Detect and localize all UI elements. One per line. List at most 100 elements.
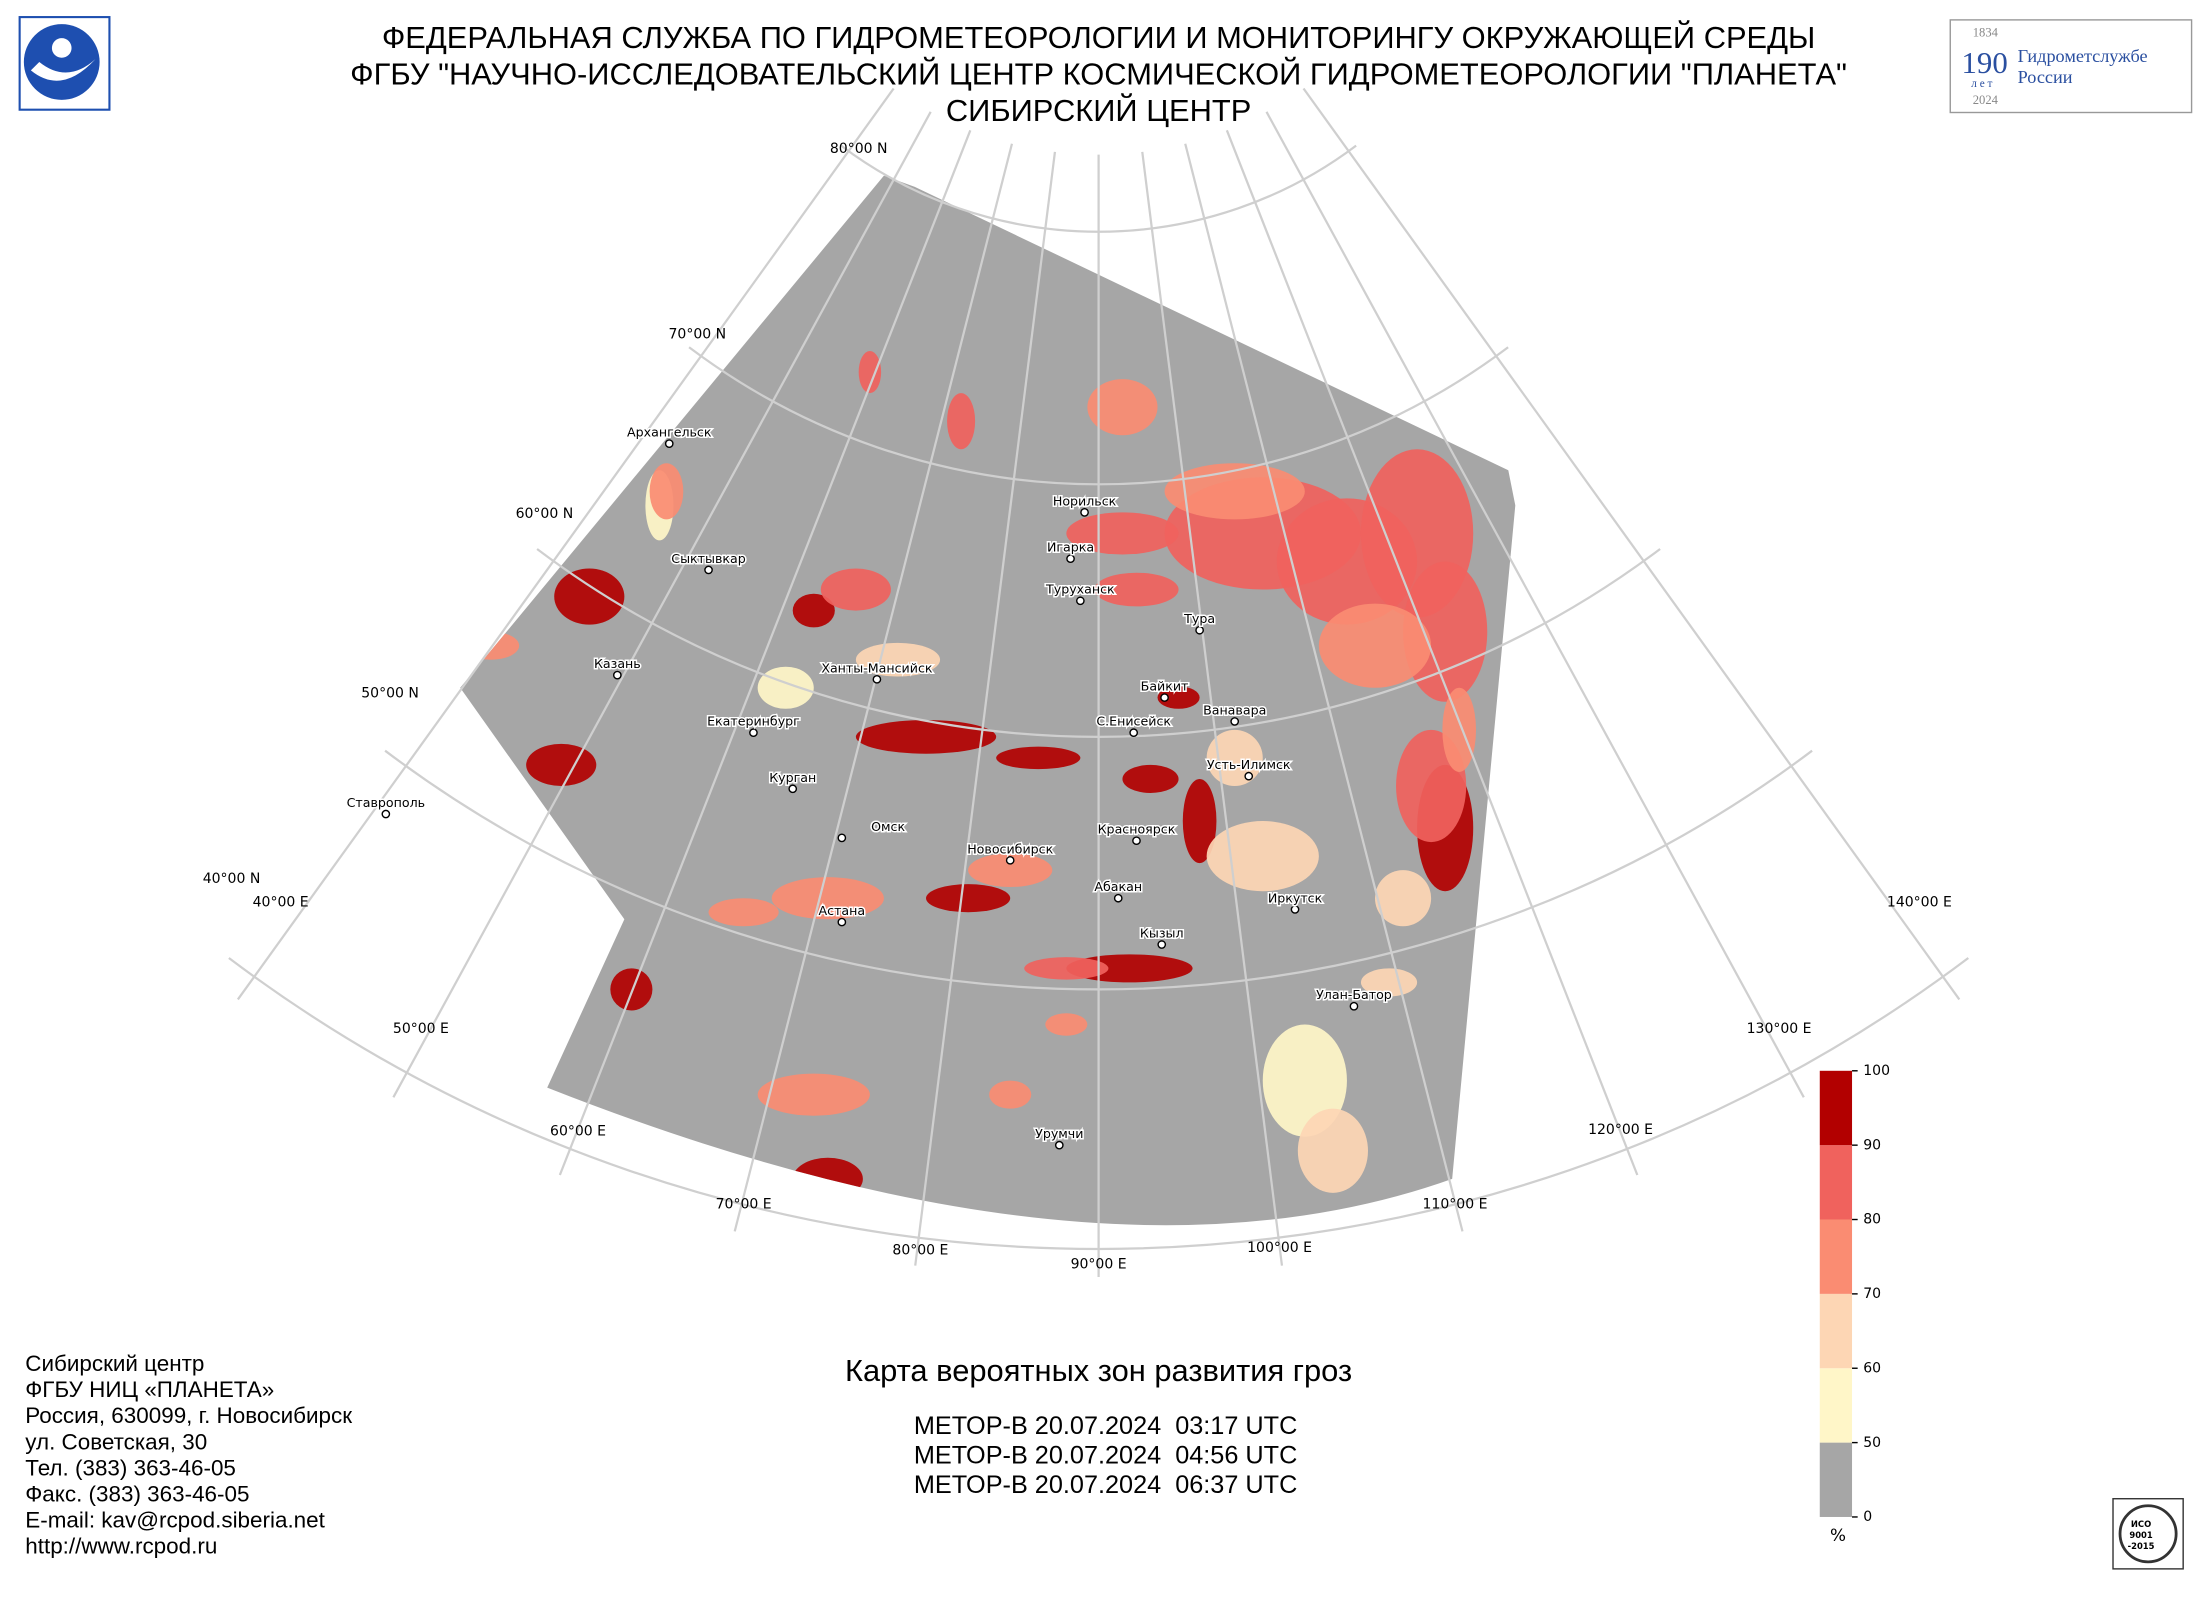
storm-zone [1206,821,1319,892]
contact-line: ФГБУ НИЦ «ПЛАНЕТА» [25,1377,274,1402]
storm-zone [996,746,1081,770]
storm-zone [1442,687,1477,772]
longitude-label: 130°00 E [1747,1021,1812,1037]
storm-zone [968,853,1053,887]
contact-line: Россия, 630099, г. Новосибирск [25,1403,352,1428]
city-label: Сыктывкар [671,551,745,566]
city-label: Казань [594,656,641,671]
city-label: Курган [769,770,816,785]
city-label: Урумчи [1035,1126,1083,1141]
city-marker [381,809,391,819]
logo-dot [51,38,72,58]
city-marker [1160,693,1169,702]
storm-zone [1360,968,1418,997]
storm-zone [649,463,684,520]
storm-zone [1122,764,1179,793]
satellite-pass: МЕТОР-В 20.07.2024 03:17 UTC [914,1412,1297,1440]
longitude-label: 140°00 E [1887,895,1952,911]
storm-zone [792,1157,863,1200]
logo-year: 1834 [1973,26,1999,40]
city-label: Архангельск [627,425,712,440]
contact-line: http://www.rcpod.ru [25,1534,217,1559]
storm-zone [526,743,597,786]
city-label: Ханты-Мансийск [821,660,933,675]
map-labels: 80°00 N 70°00 N 60°00 N 50°00 N 40°00 N 40°00… [203,141,1952,1272]
agency-logo [18,16,111,111]
meridian [236,87,895,1001]
storm-zone [855,642,941,677]
city-label: Норильск [1053,493,1117,508]
city-label: Омск [871,819,905,834]
stamp-ring [2118,1504,2178,1564]
storm-zone [463,631,520,660]
longitude-label: 100°00 E [1247,1240,1312,1256]
colorbar-segment [1819,1442,1853,1517]
logo-globe [23,24,100,100]
storm-zone [858,351,882,394]
storm-zone [1087,379,1158,436]
storm-zone [757,666,814,709]
storm-zone [989,1080,1032,1109]
city-marker [1244,771,1254,781]
header-line: ФЕДЕРАЛЬНАЯ СЛУЖБА ПО ГИДРОМЕТЕОРОЛОГИИ … [382,19,1816,55]
meridian [1302,87,1961,1001]
iso-stamp: ИСО 9001 -2015 [2112,1498,2184,1570]
storm-zone [1318,603,1432,688]
satellite-pass: МЕТОР-В 20.07.2024 06:37 UTC [914,1471,1297,1499]
longitude-label: 120°00 E [1588,1122,1653,1138]
logo-text: России [2018,67,2073,87]
product-title: Карта вероятных зон развития гроз [845,1353,1352,1388]
longitude-label: 90°00 E [1071,1257,1127,1273]
meridian [1225,129,1639,1176]
city-label: Ванавара [1203,702,1266,717]
contact-line: E-mail: kav@rcpod.siberia.net [25,1508,325,1533]
meridian [914,151,1057,1266]
stamp-text: 9001 [2129,1530,2153,1540]
latitude-label: 80°00 N [830,141,888,157]
storm-zone [1375,870,1432,927]
stamp-frame [2112,1498,2184,1570]
city-label: Игарка [1047,540,1094,555]
city-marker [1054,1140,1064,1150]
city-marker [1349,1001,1359,1011]
meridian [1265,111,1805,1098]
city-marker [872,674,882,684]
logo-text: Гидрометслужбе [2018,46,2148,66]
colorbar-tick-label: 50 [1863,1435,1881,1451]
city-marker [1230,717,1240,726]
storm-zone [1262,1024,1347,1137]
stamp-text: ИСО [2131,1519,2151,1529]
city-marker [1132,836,1141,846]
contact-line: Тел. (383) 363-46-05 [25,1455,236,1480]
city-label: Ставрополь [347,795,425,810]
meridian [1184,143,1464,1232]
city-label: С.Енисейск [1096,714,1171,729]
colorbar-tick-label: 70 [1863,1286,1881,1302]
storm-zone [1403,561,1488,702]
latitude-label: 40°00 N [203,871,261,887]
graticule [228,87,1969,1278]
longitude-label: 60°00 E [550,1123,606,1139]
colorbar-tick-label: 100 [1863,1063,1890,1079]
latitude-label: 60°00 N [516,506,574,522]
city-marker [664,439,674,448]
city-label: Тура [1183,611,1215,626]
longitude-label: 50°00 E [393,1021,449,1037]
storm-zone [771,877,884,920]
city-marker [1080,508,1089,517]
city-label: Кызыл [1140,926,1184,941]
storm-zone [610,968,653,1011]
city-marker [837,917,847,927]
city-marker [1195,625,1204,635]
colorbar-unit: % [1830,1525,1846,1545]
storm-zone [554,568,625,625]
header-line: ФГБУ "НАУЧНО-ИССЛЕДОВАТЕЛЬСКИЙ ЦЕНТР КОС… [350,55,1847,91]
longitude-label: 110°00 E [1423,1196,1488,1212]
city-marker [1157,940,1167,949]
colorbar-segment [1819,1293,1853,1369]
colorbar-segment [1819,1368,1853,1443]
storm-zone [757,1073,870,1116]
logo-year: 2024 [1973,93,1999,107]
